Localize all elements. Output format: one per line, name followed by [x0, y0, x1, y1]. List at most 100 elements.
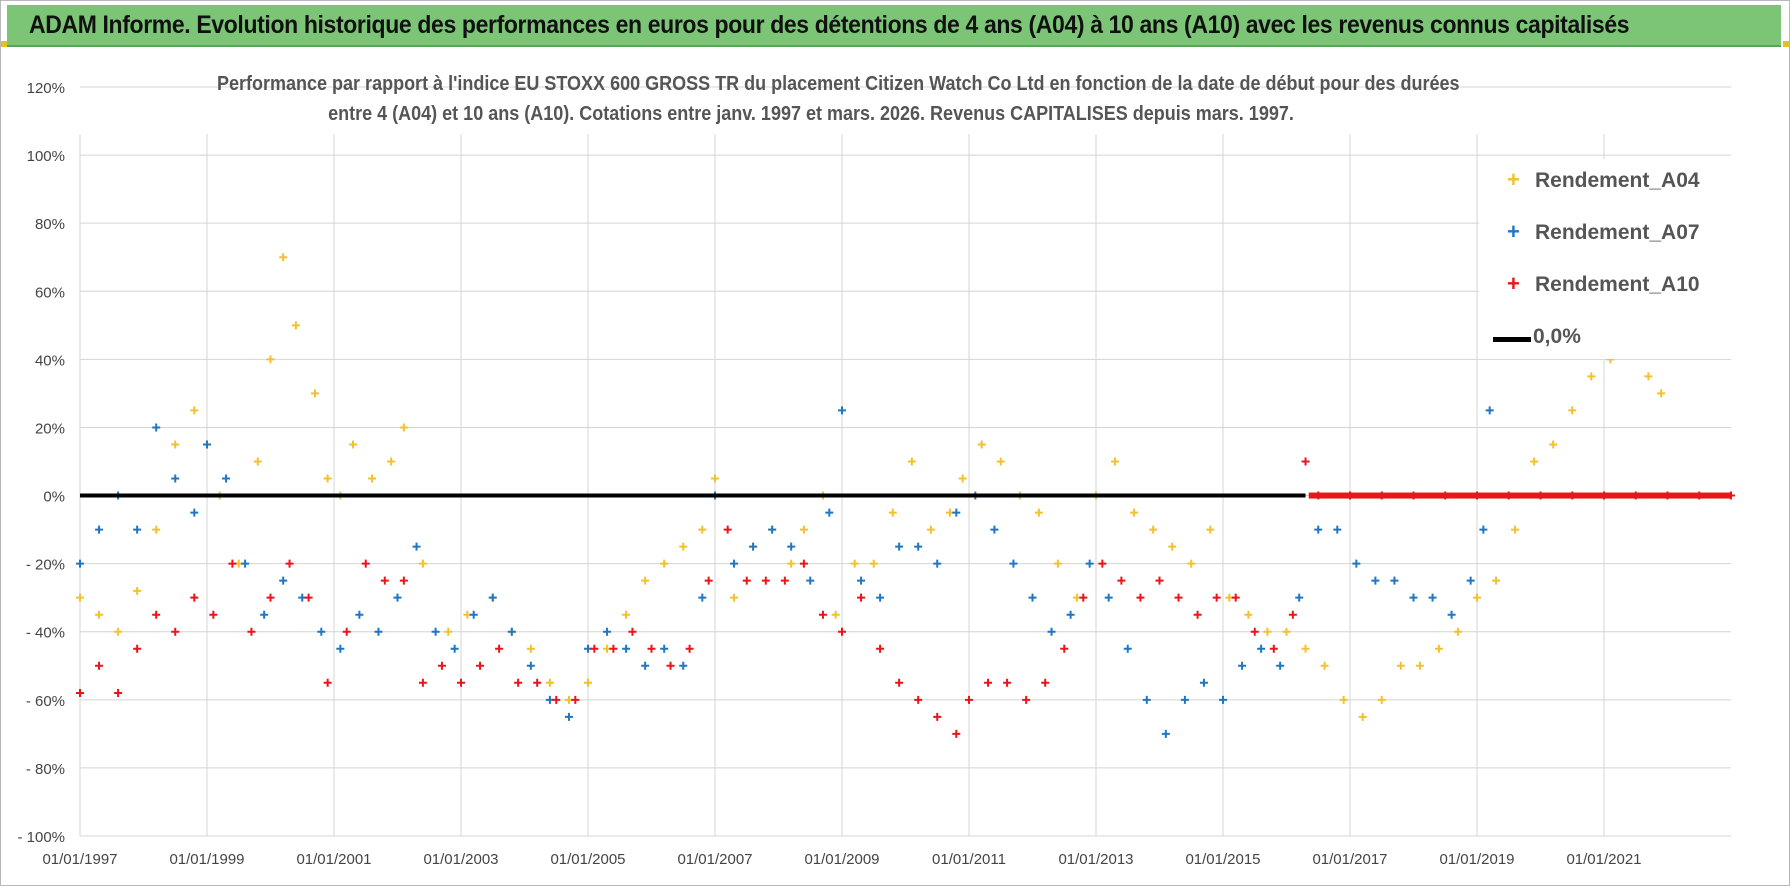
data-point-rendement_a07: [1257, 644, 1266, 653]
data-point-rendement_a10: [476, 661, 485, 670]
data-point-rendement_a04: [387, 457, 396, 466]
data-point-rendement_a04: [641, 576, 650, 585]
legend-marker-a04: +: [1507, 167, 1520, 192]
x-tick-label: 01/01/2005: [550, 851, 625, 868]
data-point-rendement_a07: [1485, 406, 1494, 415]
data-point-rendement_a04: [1492, 576, 1501, 585]
data-point-rendement_a07: [660, 644, 669, 653]
header-banner: ADAM Informe. Evolution historique des p…: [7, 5, 1781, 47]
data-point-rendement_a07: [526, 661, 535, 670]
x-tick-label: 01/01/1999: [169, 851, 244, 868]
data-point-rendement_a07: [1352, 559, 1361, 568]
data-point-rendement_a07: [1142, 695, 1151, 704]
data-point-rendement_a07: [1047, 627, 1056, 636]
chart-title-line-1: Performance par rapport à l'indice EU ST…: [217, 73, 1460, 95]
x-tick-label: 01/01/2015: [1185, 851, 1260, 868]
data-point-rendement_a07: [1028, 593, 1037, 602]
data-point-rendement_a10: [1136, 593, 1145, 602]
data-point-rendement_a07: [749, 542, 758, 551]
data-point-rendement_a04: [977, 440, 986, 449]
data-point-rendement_a10: [857, 593, 866, 602]
data-point-rendement_a10: [1193, 610, 1202, 619]
data-point-rendement_a04: [996, 457, 1005, 466]
data-point-rendement_a07: [317, 627, 326, 636]
data-point-rendement_a07: [95, 525, 104, 534]
data-point-rendement_a04: [787, 559, 796, 568]
data-point-rendement_a04: [1301, 644, 1310, 653]
data-point-rendement_a07: [768, 525, 777, 534]
data-point-rendement_a04: [1511, 525, 1520, 534]
data-point-rendement_a10: [495, 644, 504, 653]
data-point-rendement_a04: [1530, 457, 1539, 466]
data-point-rendement_a07: [336, 644, 345, 653]
data-point-rendement_a04: [1053, 559, 1062, 568]
y-tick-label: 120%: [27, 80, 65, 97]
data-point-rendement_a10: [228, 559, 237, 568]
data-point-rendement_a07: [355, 610, 364, 619]
data-point-rendement_a10: [742, 576, 751, 585]
data-point-rendement_a04: [1358, 712, 1367, 721]
x-tick-label: 01/01/2009: [804, 851, 879, 868]
data-point-rendement_a04: [1339, 695, 1348, 704]
data-point-rendement_a04: [1206, 525, 1215, 534]
data-point-rendement_a04: [349, 440, 358, 449]
y-tick-label: 40%: [35, 352, 65, 369]
data-point-rendement_a07: [1066, 610, 1075, 619]
data-point-rendement_a04: [1263, 627, 1272, 636]
data-point-rendement_a07: [1104, 593, 1113, 602]
data-point-rendement_a07: [1295, 593, 1304, 602]
data-point-rendement_a07: [507, 627, 516, 636]
data-point-rendement_a04: [831, 610, 840, 619]
data-point-rendement_a10: [761, 576, 770, 585]
data-point-rendement_a07: [914, 542, 923, 551]
data-point-rendement_a04: [1396, 661, 1405, 670]
data-point-rendement_a10: [1288, 610, 1297, 619]
data-point-rendement_a04: [1644, 372, 1653, 381]
legend-label-a10: Rendement_A10: [1535, 273, 1700, 296]
data-point-rendement_a07: [203, 440, 211, 449]
data-point-rendement_a10: [1212, 593, 1221, 602]
data-point-rendement_a04: [1434, 644, 1443, 653]
data-point-rendement_a10: [590, 644, 599, 653]
data-point-rendement_a07: [990, 525, 999, 534]
series-band-rendement_a10: [1308, 492, 1731, 499]
data-point-rendement_a07: [1180, 695, 1189, 704]
data-point-rendement_a10: [152, 610, 161, 619]
x-tick-label: 01/01/2001: [296, 851, 371, 868]
data-point-rendement_a10: [247, 627, 256, 636]
data-point-rendement_a10: [133, 644, 142, 653]
data-point-rendement_a07: [171, 474, 180, 483]
data-point-rendement_a10: [76, 689, 84, 698]
data-point-rendement_a10: [323, 678, 332, 687]
data-point-rendement_a04: [799, 525, 808, 534]
data-point-rendement_a10: [514, 678, 523, 687]
data-point-rendement_a10: [457, 678, 465, 687]
x-tick-label: 01/01/2021: [1566, 851, 1641, 868]
data-point-rendement_a10: [609, 644, 618, 653]
data-point-rendement_a04: [1453, 627, 1462, 636]
data-point-rendement_a10: [647, 644, 656, 653]
data-point-rendement_a07: [838, 406, 846, 415]
data-point-rendement_a10: [1174, 593, 1183, 602]
data-point-rendement_a07: [1314, 525, 1323, 534]
data-point-rendement_a07: [76, 559, 84, 568]
y-tick-label: - 100%: [17, 829, 65, 846]
data-point-rendement_a07: [698, 593, 707, 602]
legend-line-zero: [1493, 337, 1531, 342]
data-point-rendement_a07: [1276, 661, 1285, 670]
data-point-rendement_a07: [488, 593, 497, 602]
chart-title: Performance par rapport à l'indice EU ST…: [151, 69, 1471, 129]
data-point-rendement_a10: [628, 627, 637, 636]
data-point-rendement_a07: [603, 627, 612, 636]
data-point-rendement_a10: [190, 593, 199, 602]
data-point-rendement_a04: [1168, 542, 1177, 551]
data-point-rendement_a07: [622, 644, 631, 653]
data-point-rendement_a10: [685, 644, 694, 653]
data-point-rendement_a10: [437, 661, 446, 670]
data-point-rendement_a10: [95, 661, 104, 670]
data-point-rendement_a04: [850, 559, 859, 568]
data-point-rendement_a04: [399, 423, 408, 432]
data-point-rendement_a07: [374, 627, 383, 636]
data-point-rendement_a10: [1003, 678, 1012, 687]
